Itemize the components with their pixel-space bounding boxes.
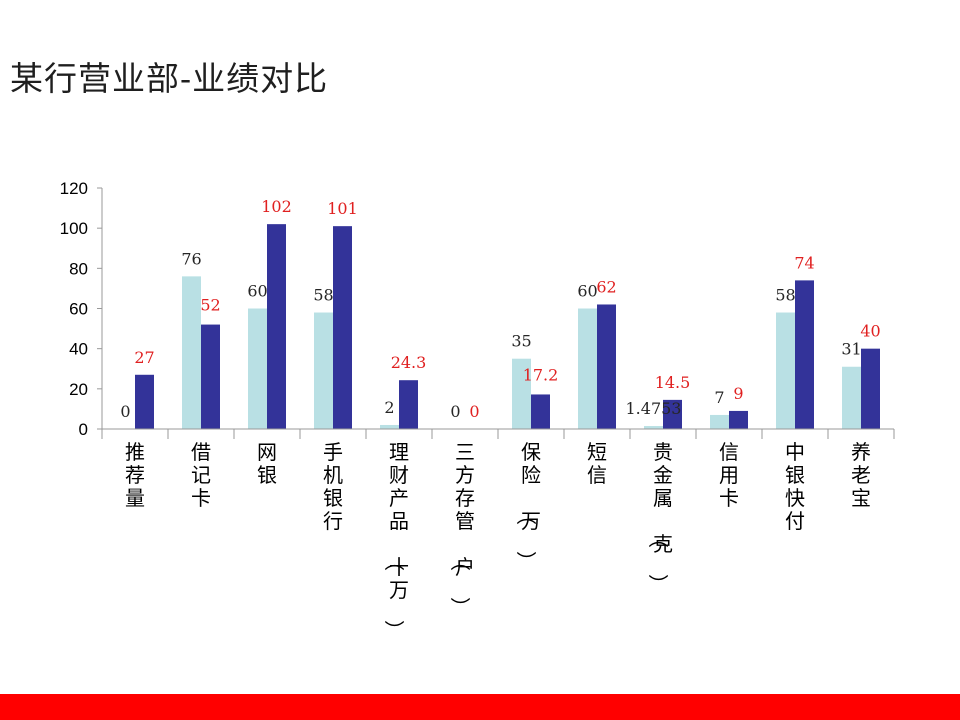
data-label-series2: 0 (469, 402, 479, 421)
category-label: 养老宝 (851, 440, 871, 510)
data-label-series1: 58 (775, 286, 795, 305)
data-label-series1: 60 (577, 282, 597, 301)
y-tick-label: 40 (69, 340, 88, 359)
bar-series2-11 (795, 280, 814, 429)
data-label-series1: 0 (450, 402, 460, 421)
category-label: 推荐量 (125, 440, 145, 510)
category-label: 三方存管（户） (448, 440, 475, 617)
slide-title: 某行营业部-业绩对比 (10, 59, 329, 98)
data-label-series2: 27 (134, 348, 154, 367)
bar-series1-9 (644, 426, 663, 429)
data-label-series2: 9 (733, 384, 743, 403)
data-label-series1: 58 (313, 286, 333, 305)
bar-series1-2 (182, 276, 201, 429)
bar-series2-9 (663, 399, 682, 429)
data-label-series1: 76 (181, 249, 201, 268)
data-label-series2: 102 (261, 197, 292, 216)
category-label: 网银 (257, 440, 277, 487)
data-label-series1: 31 (841, 340, 861, 359)
data-label-series1: 60 (247, 282, 267, 301)
data-label-series2: 24.3 (391, 353, 427, 372)
bar-series1-8 (578, 308, 597, 429)
footer-bar (0, 694, 960, 720)
bar-series1-7 (512, 358, 531, 429)
bar-series2-12 (861, 348, 880, 429)
bar-series1-3 (248, 308, 267, 429)
y-tick-label: 0 (79, 420, 88, 439)
bar-series1-5 (380, 424, 399, 429)
y-tick-label: 60 (69, 300, 88, 319)
y-tick-label: 120 (60, 179, 88, 198)
category-label: 理财产品（十万） (382, 440, 409, 640)
data-label-series1: 7 (714, 388, 724, 407)
bar-series2-4 (333, 226, 352, 429)
bar-chart: 120100806040200027推荐量7652借记卡60102网银58101… (60, 179, 895, 640)
category-label: 信用卡 (719, 440, 739, 510)
bar-series1-12 (842, 366, 861, 429)
data-label-series1: 0 (120, 402, 130, 421)
bar-series2-10 (729, 410, 748, 429)
data-label-series2: 101 (327, 199, 358, 218)
y-tick-label: 100 (60, 219, 88, 238)
data-label-series2: 14.5 (655, 373, 691, 392)
bar-series2-2 (201, 324, 220, 429)
bar-series1-11 (776, 312, 795, 429)
bar-series2-1 (135, 374, 154, 429)
data-label-series2: 62 (596, 277, 616, 296)
data-label-series1: 35 (511, 332, 531, 351)
data-label-series1: 2 (384, 398, 394, 417)
category-label: 手机银行 (323, 440, 343, 533)
data-label-series2: 17.2 (523, 365, 559, 384)
bar-series2-7 (531, 394, 550, 429)
y-tick-label: 20 (69, 380, 88, 399)
data-label-series1: 1.4753 (626, 399, 682, 418)
bar-series2-8 (597, 304, 616, 429)
bar-series1-10 (710, 414, 729, 429)
data-label-series2: 52 (200, 296, 220, 315)
category-label: 保险（万） (514, 440, 541, 571)
category-label: 中银快付 (785, 440, 805, 533)
bar-series1-4 (314, 312, 333, 429)
category-label: 借记卡 (191, 440, 211, 510)
y-tick-label: 80 (69, 259, 88, 278)
category-label: 短信 (587, 440, 607, 487)
bar-series2-3 (267, 224, 286, 429)
data-label-series2: 40 (860, 322, 880, 341)
bar-series2-5 (399, 380, 418, 429)
category-label: 贵金属（克） (646, 440, 673, 594)
data-label-series2: 74 (794, 253, 814, 272)
